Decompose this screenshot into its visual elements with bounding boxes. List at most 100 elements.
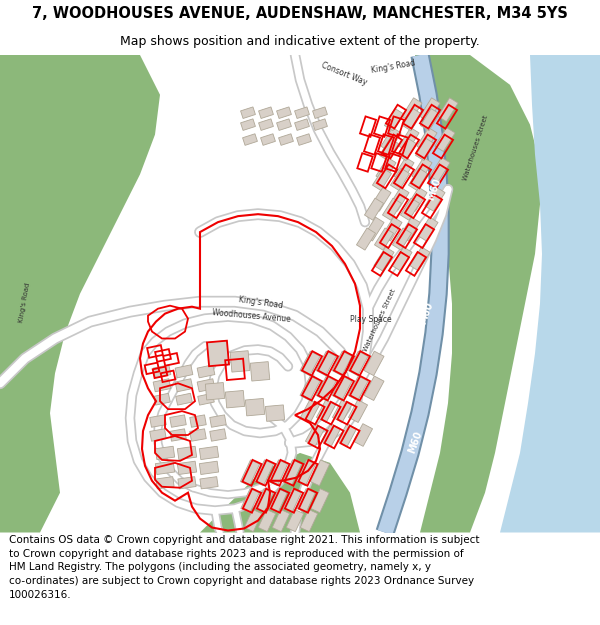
Bar (197, 365, 215, 378)
Text: King's Road: King's Road (370, 58, 416, 75)
Text: King's Road: King's Road (18, 282, 31, 322)
Bar (318, 351, 338, 376)
Bar (410, 247, 430, 271)
Bar (269, 489, 287, 512)
Bar (430, 158, 450, 181)
Bar (364, 198, 383, 220)
Polygon shape (0, 55, 110, 134)
Bar (406, 252, 426, 276)
Bar (259, 107, 274, 119)
Bar (389, 252, 409, 276)
Bar (156, 477, 174, 489)
Bar (190, 429, 206, 441)
Bar (332, 400, 352, 422)
Polygon shape (200, 453, 360, 532)
Bar (199, 446, 218, 459)
Bar (389, 188, 409, 211)
Bar (392, 134, 408, 155)
Bar (283, 460, 302, 486)
Bar (349, 400, 368, 422)
Bar (244, 509, 262, 532)
Bar (364, 376, 384, 401)
Bar (394, 164, 414, 188)
Bar (147, 345, 163, 358)
Bar (210, 429, 226, 441)
Bar (163, 353, 179, 366)
Bar (297, 489, 315, 512)
Bar (399, 134, 419, 158)
Bar (155, 461, 175, 474)
Bar (420, 105, 440, 129)
Bar (301, 400, 320, 422)
Bar (392, 228, 412, 250)
Bar (337, 402, 356, 424)
Bar (299, 489, 317, 512)
Bar (350, 351, 370, 376)
Bar (334, 376, 354, 401)
Bar (334, 351, 354, 376)
Bar (198, 393, 214, 405)
Bar (271, 460, 290, 486)
Bar (403, 105, 423, 129)
Text: Waterhouses Street: Waterhouses Street (462, 115, 489, 182)
Bar (412, 158, 432, 181)
Bar (371, 153, 387, 172)
Bar (154, 393, 170, 405)
Bar (403, 109, 422, 131)
Bar (199, 461, 218, 474)
Text: Woodhouses Avenue: Woodhouses Avenue (212, 308, 291, 324)
Bar (425, 188, 445, 211)
Bar (175, 365, 193, 378)
Bar (178, 446, 197, 459)
Bar (374, 228, 394, 250)
Text: 7, WOODHOUSES AVENUE, AUDENSHAW, MANCHESTER, M34 5YS: 7, WOODHOUSES AVENUE, AUDENSHAW, MANCHES… (32, 6, 568, 21)
Bar (295, 119, 310, 131)
Bar (414, 224, 434, 248)
Polygon shape (500, 55, 600, 532)
Bar (300, 509, 318, 532)
Text: M60: M60 (425, 176, 443, 201)
Bar (256, 460, 275, 486)
Bar (391, 168, 410, 191)
Bar (225, 359, 245, 380)
Bar (145, 362, 159, 374)
Bar (284, 460, 304, 486)
Bar (332, 351, 352, 376)
Bar (241, 119, 256, 131)
Bar (364, 351, 384, 376)
Bar (300, 351, 320, 376)
Bar (381, 127, 401, 151)
Bar (397, 224, 417, 248)
Bar (397, 138, 416, 161)
Bar (243, 489, 261, 512)
Bar (435, 127, 455, 151)
Bar (337, 424, 356, 446)
Bar (278, 134, 293, 146)
Bar (392, 247, 412, 271)
Bar (153, 379, 171, 392)
Bar (242, 134, 257, 146)
Bar (411, 164, 431, 188)
Bar (155, 349, 171, 362)
Bar (364, 217, 384, 241)
Bar (285, 489, 303, 512)
Bar (316, 400, 335, 422)
Bar (271, 489, 289, 512)
Bar (311, 489, 329, 512)
Bar (155, 446, 175, 459)
Bar (394, 158, 414, 181)
Bar (283, 489, 301, 512)
Bar (305, 402, 325, 424)
Bar (385, 109, 404, 131)
Bar (316, 376, 336, 401)
Bar (421, 109, 440, 131)
Bar (296, 134, 311, 146)
Text: M60: M60 (406, 430, 424, 455)
Bar (382, 217, 402, 241)
Bar (438, 98, 458, 122)
Bar (260, 134, 275, 146)
Bar (353, 424, 373, 446)
Bar (308, 426, 328, 448)
Bar (360, 116, 376, 137)
Bar (388, 116, 404, 137)
